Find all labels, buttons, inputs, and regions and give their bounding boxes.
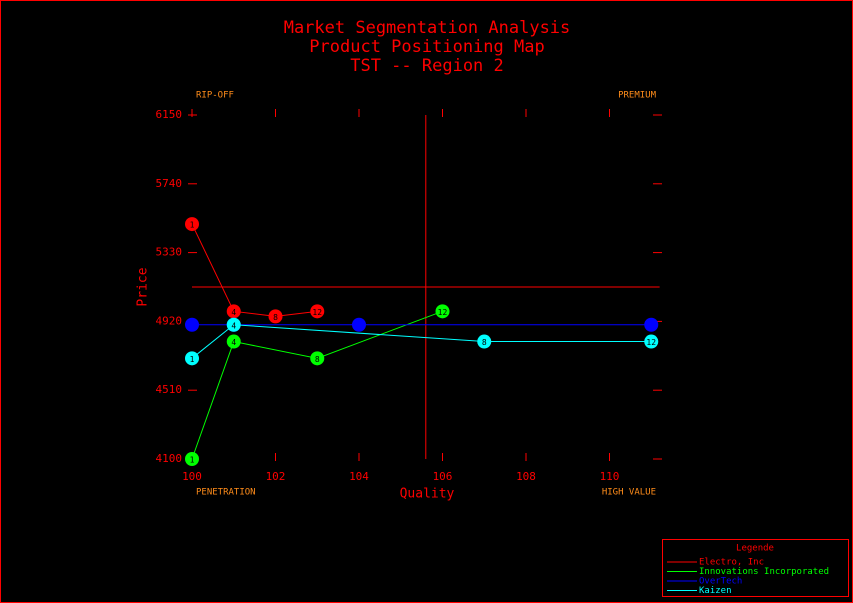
point-label: 1 <box>190 456 195 465</box>
legend-label: OverTech <box>699 577 742 587</box>
y-tick-label: 4100 <box>156 452 183 465</box>
point-label: 8 <box>482 338 487 347</box>
point <box>352 317 366 332</box>
point <box>226 317 241 332</box>
point-label: 1 <box>190 355 195 364</box>
point <box>310 304 325 319</box>
corner-label: HIGH VALUE <box>602 488 656 498</box>
x-tick-label: 102 <box>266 470 286 483</box>
point-label: 8 <box>315 355 320 364</box>
series-line <box>191 223 318 317</box>
point <box>226 334 241 349</box>
chart-title: TST -- Region 2 <box>350 56 504 76</box>
legend-label: Kaizen <box>699 586 732 596</box>
y-tick-label: 4920 <box>156 314 183 327</box>
x-tick-label: 100 <box>182 470 202 483</box>
point <box>310 351 325 366</box>
chart-title: Product Positioning Map <box>309 37 544 57</box>
point <box>185 351 199 366</box>
point <box>644 317 659 332</box>
point <box>185 317 199 332</box>
y-axis-label: Price <box>136 267 151 306</box>
y-tick-label: 5330 <box>156 246 183 259</box>
point <box>185 217 199 232</box>
point-label: 1 <box>190 221 195 230</box>
corner-label: PENETRATION <box>196 488 256 498</box>
point-label: 12 <box>646 338 656 347</box>
point <box>226 304 241 319</box>
point <box>435 304 450 319</box>
x-tick-label: 110 <box>600 470 620 483</box>
y-tick-label: 4510 <box>156 383 183 396</box>
point-label: 4 <box>231 308 236 317</box>
point-label: 4 <box>231 338 236 347</box>
point-label: 8 <box>273 313 278 322</box>
point <box>644 334 659 349</box>
x-axis-label: Quality <box>400 487 455 502</box>
point <box>185 452 199 466</box>
point <box>268 309 283 324</box>
point-label: 4 <box>231 321 236 330</box>
x-tick-label: 106 <box>433 470 453 483</box>
legend-label: Innovations Incorporated <box>699 567 829 577</box>
point-label: 12 <box>312 308 322 317</box>
x-tick-label: 104 <box>349 470 369 483</box>
legend-label: Electro, Inc <box>699 558 764 568</box>
point-label: 12 <box>438 308 448 317</box>
legend-title: Legende <box>736 544 774 554</box>
legend-box <box>662 539 849 597</box>
corner-label: RIP-OFF <box>196 91 234 101</box>
chart-title: Market Segmentation Analysis <box>284 18 571 38</box>
y-tick-label: 6150 <box>156 108 183 121</box>
y-tick-label: 5740 <box>156 177 183 190</box>
corner-label: PREMIUM <box>618 91 657 101</box>
x-tick-label: 108 <box>516 470 536 483</box>
series-line <box>191 324 652 359</box>
point <box>477 334 492 349</box>
